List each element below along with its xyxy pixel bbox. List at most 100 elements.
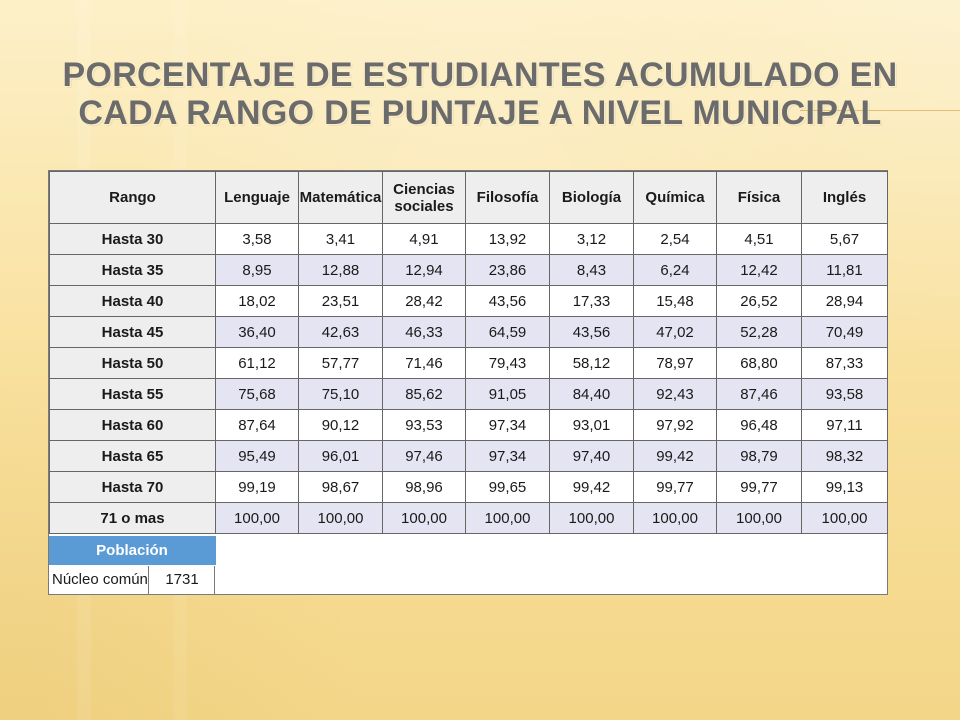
table-row: Hasta 55 75,68 75,10 85,62 91,05 84,40 92,43 87… — [49, 378, 888, 410]
value-cell: 11,81 — [801, 254, 888, 286]
table-header-row: Rango Lenguaje Matemática Ciencias socia… — [49, 171, 888, 224]
column-header-fisica: Física — [716, 171, 802, 224]
range-cell: Hasta 45 — [49, 316, 216, 348]
value-cell: 70,49 — [801, 316, 888, 348]
value-cell: 100,00 — [465, 502, 550, 534]
value-cell: 68,80 — [716, 347, 802, 379]
value-cell: 17,33 — [549, 285, 634, 317]
table-row: Hasta 60 87,64 90,12 93,53 97,34 93,01 97,92 96… — [49, 409, 888, 441]
value-cell: 93,58 — [801, 378, 888, 410]
value-cell: 99,13 — [801, 471, 888, 503]
value-cell: 97,11 — [801, 409, 888, 441]
value-cell: 75,10 — [298, 378, 383, 410]
value-cell: 90,12 — [298, 409, 383, 441]
value-cell: 99,65 — [465, 471, 550, 503]
column-header-rango: Rango — [49, 171, 216, 224]
value-cell: 99,77 — [633, 471, 717, 503]
value-cell: 15,48 — [633, 285, 717, 317]
value-cell: 87,64 — [215, 409, 299, 441]
value-cell: 36,40 — [215, 316, 299, 348]
value-cell: 93,01 — [549, 409, 634, 441]
value-cell: 47,02 — [633, 316, 717, 348]
value-cell: 100,00 — [716, 502, 802, 534]
value-cell: 100,00 — [215, 502, 299, 534]
column-header-quimica: Química — [633, 171, 717, 224]
range-cell: Hasta 60 — [49, 409, 216, 441]
results-table: Rango Lenguaje Matemática Ciencias socia… — [49, 171, 888, 534]
value-cell: 96,01 — [298, 440, 383, 472]
value-cell: 78,97 — [633, 347, 717, 379]
value-cell: 97,92 — [633, 409, 717, 441]
range-cell: Hasta 70 — [49, 471, 216, 503]
value-cell: 98,67 — [298, 471, 383, 503]
column-header-matematica: Matemática — [298, 171, 383, 224]
value-cell: 99,19 — [215, 471, 299, 503]
value-cell: 43,56 — [465, 285, 550, 317]
value-cell: 96,48 — [716, 409, 802, 441]
value-cell: 43,56 — [549, 316, 634, 348]
table-row: Hasta 50 61,12 57,77 71,46 79,43 58,12 78,97 68… — [49, 347, 888, 379]
table-row: 71 o mas 100,00 100,00 100,00 100,00 100,00 10… — [49, 502, 888, 534]
value-cell: 4,91 — [382, 223, 466, 255]
value-cell: 98,32 — [801, 440, 888, 472]
value-cell: 64,59 — [465, 316, 550, 348]
value-cell: 85,62 — [382, 378, 466, 410]
value-cell: 99,42 — [633, 440, 717, 472]
value-cell: 98,79 — [716, 440, 802, 472]
column-header-ingles: Inglés — [801, 171, 888, 224]
table-row: Hasta 65 95,49 96,01 97,46 97,34 97,40 99,42 98… — [49, 440, 888, 472]
value-cell: 99,42 — [549, 471, 634, 503]
value-cell: 42,63 — [298, 316, 383, 348]
value-cell: 57,77 — [298, 347, 383, 379]
value-cell: 91,05 — [465, 378, 550, 410]
value-cell: 97,40 — [549, 440, 634, 472]
population-section: Población Núcleo común 1731 — [49, 536, 887, 594]
value-cell: 84,40 — [549, 378, 634, 410]
value-cell: 3,12 — [549, 223, 634, 255]
value-cell: 99,77 — [716, 471, 802, 503]
value-cell: 23,86 — [465, 254, 550, 286]
table-row: Hasta 45 36,40 42,63 46,33 64,59 43,56 47,02 52… — [49, 316, 888, 348]
value-cell: 71,46 — [382, 347, 466, 379]
value-cell: 26,52 — [716, 285, 802, 317]
value-cell: 13,92 — [465, 223, 550, 255]
range-cell: 71 o mas — [49, 502, 216, 534]
title-decorative-line — [800, 110, 960, 111]
range-cell: Hasta 40 — [49, 285, 216, 317]
value-cell: 12,42 — [716, 254, 802, 286]
value-cell: 93,53 — [382, 409, 466, 441]
value-cell: 4,51 — [716, 223, 802, 255]
value-cell: 100,00 — [549, 502, 634, 534]
slide-title: PORCENTAJE DE ESTUDIANTES ACUMULADO EN C… — [62, 56, 898, 132]
population-value: 1731 — [150, 566, 215, 594]
column-header-lenguaje: Lenguaje — [215, 171, 299, 224]
value-cell: 79,43 — [465, 347, 550, 379]
value-cell: 3,41 — [298, 223, 383, 255]
value-cell: 98,96 — [382, 471, 466, 503]
value-cell: 100,00 — [801, 502, 888, 534]
range-cell: Hasta 65 — [49, 440, 216, 472]
population-label: Núcleo común — [49, 566, 149, 594]
value-cell: 58,12 — [549, 347, 634, 379]
value-cell: 3,58 — [215, 223, 299, 255]
value-cell: 52,28 — [716, 316, 802, 348]
range-cell: Hasta 50 — [49, 347, 216, 379]
column-header-filosofia: Filosofía — [465, 171, 550, 224]
table-row: Hasta 35 8,95 12,88 12,94 23,86 8,43 6,24 12,42… — [49, 254, 888, 286]
value-cell: 92,43 — [633, 378, 717, 410]
column-header-biologia: Biología — [549, 171, 634, 224]
value-cell: 8,43 — [549, 254, 634, 286]
results-table-container: Rango Lenguaje Matemática Ciencias socia… — [49, 171, 888, 594]
column-header-ciencias-sociales: Ciencias sociales — [382, 171, 466, 224]
population-title: Población — [49, 536, 216, 565]
table-row: Hasta 70 99,19 98,67 98,96 99,65 99,42 99,77 99… — [49, 471, 888, 503]
range-cell: Hasta 55 — [49, 378, 216, 410]
value-cell: 97,46 — [382, 440, 466, 472]
value-cell: 95,49 — [215, 440, 299, 472]
value-cell: 87,33 — [801, 347, 888, 379]
value-cell: 5,67 — [801, 223, 888, 255]
value-cell: 2,54 — [633, 223, 717, 255]
value-cell: 75,68 — [215, 378, 299, 410]
value-cell: 100,00 — [298, 502, 383, 534]
table-row: Hasta 40 18,02 23,51 28,42 43,56 17,33 15,48 26… — [49, 285, 888, 317]
